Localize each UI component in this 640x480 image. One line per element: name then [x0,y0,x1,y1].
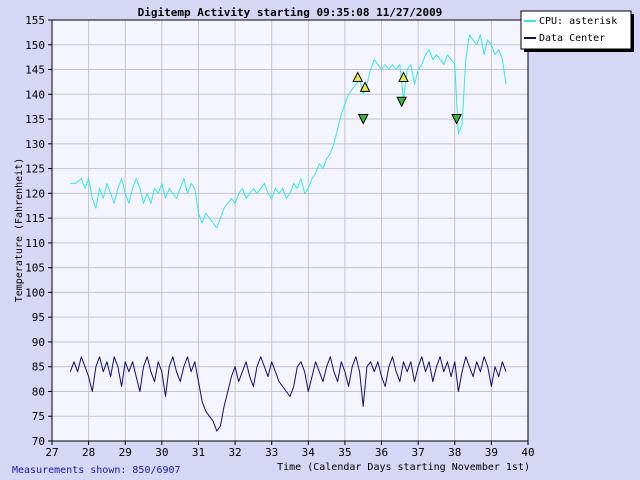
y-tick-label: 135 [25,113,45,126]
y-tick-label: 150 [25,39,45,52]
y-tick-label: 110 [25,237,45,250]
x-tick-label: 32 [228,446,241,459]
y-axis-label: Temperature (Fahrenheit) [14,158,25,303]
y-tick-label: 80 [32,385,45,398]
x-tick-label: 36 [375,446,388,459]
x-axis-ticks: 27 28 29 30 31 32 33 34 35 36 37 38 39 40 [45,441,535,459]
legend-shadow-right [631,14,634,52]
alarm-high-marker [398,71,409,82]
x-tick-label: 27 [45,446,58,459]
legend-label-cpu: CPU: asterisk [539,16,617,27]
y-tick-label: 115 [25,212,45,225]
y-axis-ticks: 70 75 80 85 90 95 100 105 110 115 120 125 130 135 140 1… [25,14,52,448]
x-tick-label: 35 [338,446,351,459]
alarm-low-marker [396,96,407,108]
alarm-high-marker [352,71,364,82]
legend: CPU: asterisk Data Center [520,10,634,52]
marker-layer [352,71,462,125]
y-tick-label: 90 [32,336,45,349]
x-axis-label: Time (Calendar Days starting November 1s… [277,462,530,473]
x-tick-label: 31 [192,446,205,459]
alarm-high-marker [359,81,371,92]
alarm-low-marker [451,114,462,125]
y-tick-label: 130 [25,138,45,151]
y-tick-label: 85 [32,361,45,374]
y-tick-label: 105 [25,262,45,275]
plot-frame [51,19,529,442]
x-tick-label: 39 [485,446,498,459]
x-tick-label: 29 [119,446,132,459]
y-tick-label: 140 [25,88,45,101]
y-tick-label: 75 [32,410,45,423]
legend-shadow-bottom [524,49,634,52]
y-tick-label: 155 [25,14,45,27]
y-tick-label: 125 [25,163,45,176]
series-layer [69,34,507,432]
y-tick-label: 145 [25,64,45,77]
x-tick-label: 34 [302,446,316,459]
legend-label-datacenter: Data Center [539,33,605,44]
series-line-cpu-asterisk [70,34,507,229]
x-tick-label: 37 [412,446,425,459]
plot-area [52,20,528,441]
y-tick-label: 100 [25,286,45,299]
y-tick-label: 120 [25,187,45,200]
x-tick-label: 33 [265,446,278,459]
chart-title: Digitemp Activity starting 09:35:08 11/2… [138,6,443,19]
x-tick-label: 30 [155,446,168,459]
x-tick-label: 28 [82,446,95,459]
series-line-data-center [69,356,507,432]
x-tick-label: 38 [448,446,461,459]
x-tick-label: 40 [521,446,534,459]
y-tick-label: 70 [32,435,45,448]
y-tick-label: 95 [32,311,45,324]
alarm-low-marker [357,114,369,125]
measurements-footnote: Measurements shown: 850/6907 [12,465,181,476]
